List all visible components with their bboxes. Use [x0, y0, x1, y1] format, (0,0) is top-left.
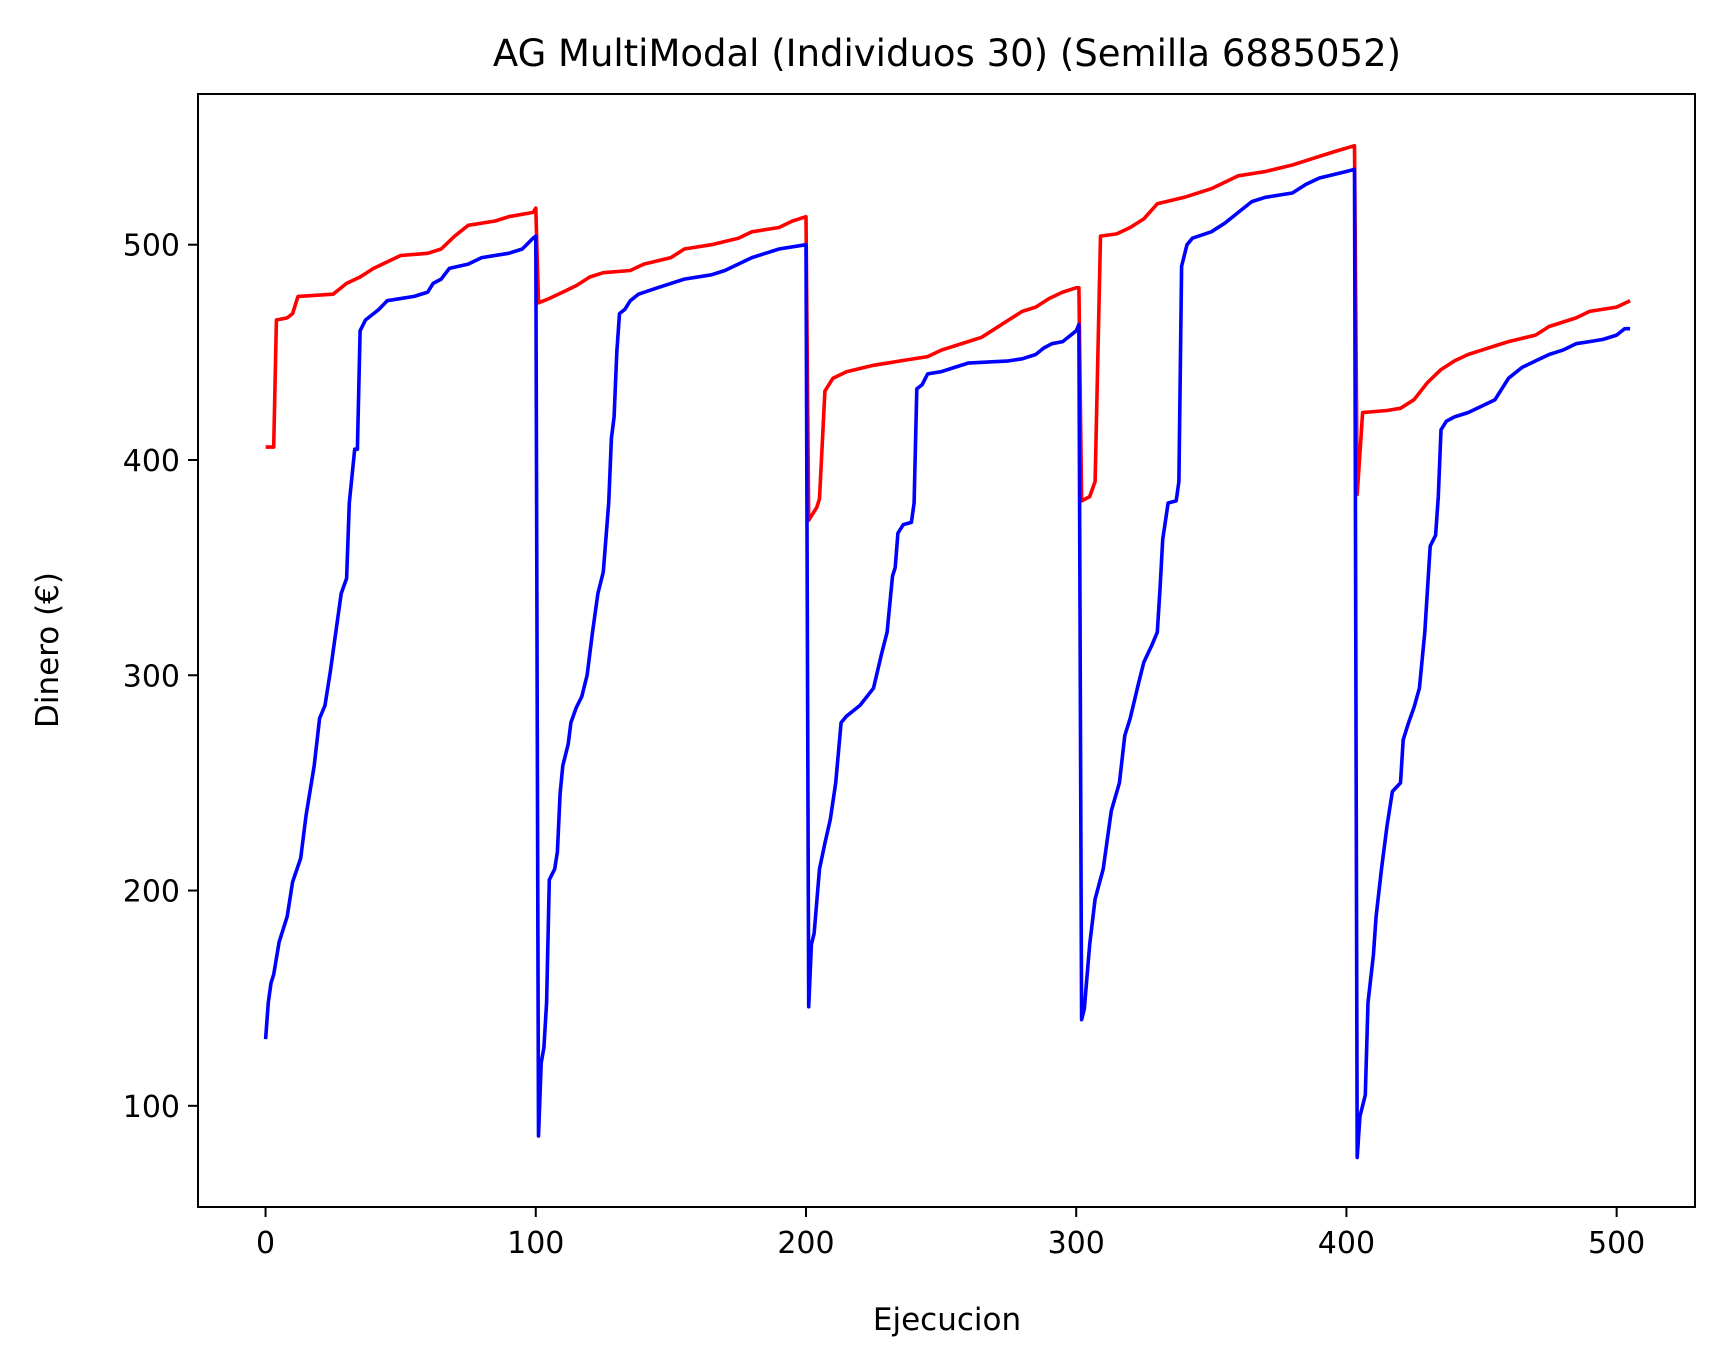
x-tick-label: 300 [1048, 1226, 1105, 1261]
y-tick-label: 200 [123, 875, 180, 910]
ticks-layer: 0 100 200 300 400 500 100 200 300 400 500 [123, 229, 1646, 1261]
x-tick-label: 500 [1588, 1226, 1645, 1261]
y-tick-label: 500 [123, 229, 180, 264]
chart-title: AG MultiModal (Individuos 30) (Semilla 6… [493, 32, 1401, 75]
x-tick-label: 0 [256, 1226, 275, 1261]
series-line-1 [265, 143, 1631, 523]
y-tick-label: 100 [123, 1090, 180, 1125]
y-tick-label: 300 [123, 659, 180, 694]
plot-frame [197, 93, 1696, 1208]
series-line-2 [263, 167, 1631, 1160]
series-layer [263, 143, 1631, 1160]
x-tick-label: 400 [1318, 1226, 1375, 1261]
x-axis-label: Ejecucion [873, 1302, 1021, 1338]
y-tick-label: 400 [123, 444, 180, 479]
x-tick-label: 100 [507, 1226, 564, 1261]
y-axis-label: Dinero (€) [30, 572, 66, 728]
x-tick-label: 200 [777, 1226, 834, 1261]
